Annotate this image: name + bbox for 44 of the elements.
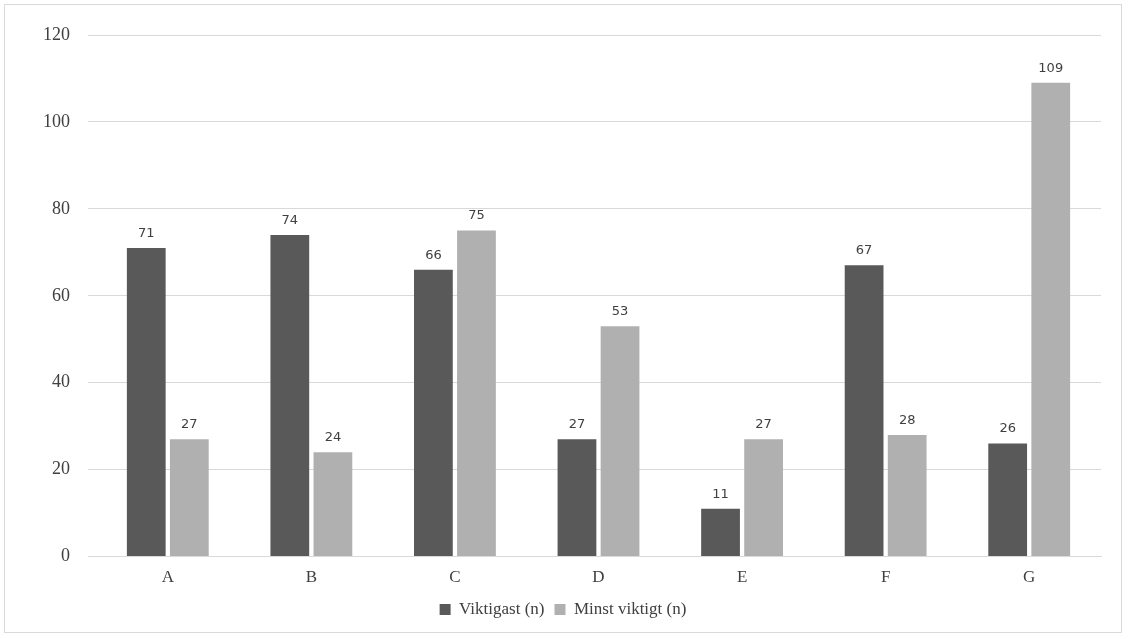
bar	[313, 452, 353, 557]
data-label: 24	[324, 429, 342, 445]
bar	[844, 265, 884, 557]
data-label: 66	[425, 246, 442, 262]
data-label: 71	[137, 224, 155, 240]
bar	[557, 439, 597, 557]
legend-label: Minst viktigt (n)	[573, 598, 687, 618]
data-label: 75	[468, 207, 485, 223]
bar	[414, 269, 453, 557]
bar	[1031, 82, 1071, 557]
data-label: 53	[611, 303, 629, 319]
y-tick-label: 0	[61, 545, 70, 566]
legend-label: Viktigast (n)	[459, 598, 545, 618]
data-label: 74	[281, 211, 299, 227]
data-label: 28	[898, 411, 916, 427]
data-label: 26	[999, 420, 1016, 436]
y-tick-label: 80	[52, 197, 70, 218]
y-tick-label: 20	[52, 458, 70, 479]
y-tick-label: 60	[52, 284, 70, 305]
x-tick-label: F	[880, 567, 891, 587]
bar	[270, 234, 310, 557]
x-tick-label: G	[1023, 567, 1036, 587]
data-label: 109	[1038, 59, 1064, 75]
y-tick-label: 100	[43, 110, 70, 131]
data-label: 27	[568, 416, 586, 432]
x-tick-label: C	[449, 567, 461, 587]
x-tick-label: E	[736, 567, 748, 587]
bar	[701, 508, 740, 557]
data-label: 27	[755, 416, 772, 432]
y-tick-label: 120	[43, 23, 70, 44]
bar	[457, 230, 496, 557]
data-label: 11	[712, 485, 729, 501]
x-tick-label: B	[305, 567, 318, 587]
data-label: 67	[855, 242, 873, 258]
data-label: 27	[181, 416, 198, 432]
x-tick-label: A	[161, 567, 175, 587]
bar	[887, 434, 927, 557]
bar	[126, 247, 166, 557]
bar	[169, 439, 209, 557]
y-tick-label: 40	[52, 371, 70, 392]
bar	[744, 439, 783, 557]
x-tick-label: D	[592, 567, 605, 587]
bar	[600, 326, 640, 557]
bar	[988, 443, 1028, 557]
